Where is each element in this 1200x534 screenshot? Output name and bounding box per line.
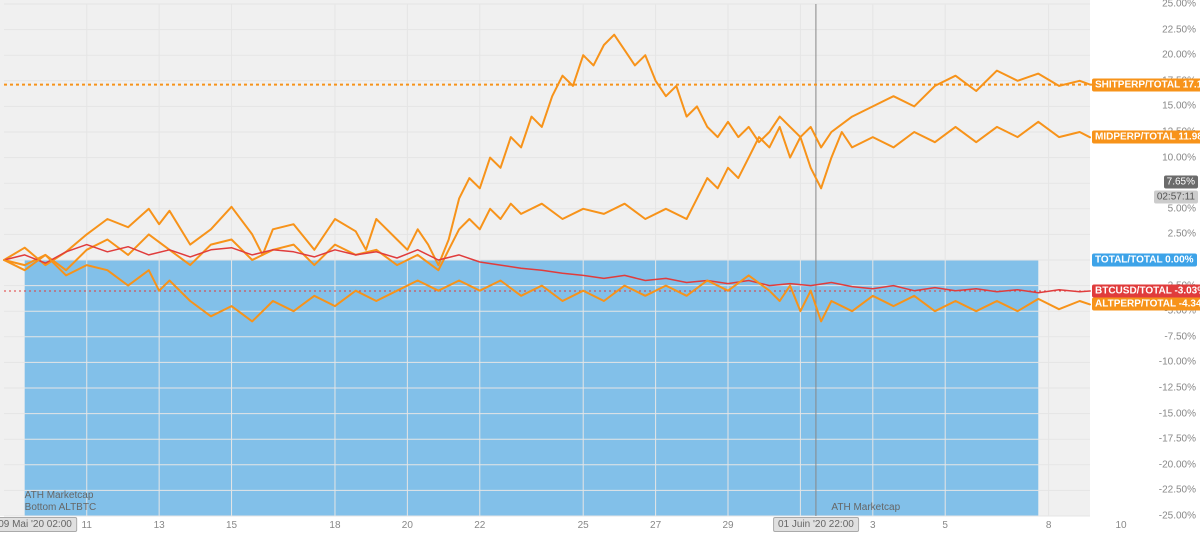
x-tick-label: 27 (650, 520, 661, 531)
y-tick-label: -22.50% (1159, 485, 1196, 496)
text-annotation: ATH Marketcap (25, 490, 94, 502)
y-tick-label: 5.00% (1168, 203, 1196, 214)
y-tick-label: -20.00% (1159, 459, 1196, 470)
x-tick-label: 3 (870, 520, 876, 531)
x-tick-label: 29 (722, 520, 733, 531)
y-tick-label: 22.50% (1162, 24, 1196, 35)
x-tick-label: 22 (474, 520, 485, 531)
x-tick-label: 11 (82, 520, 92, 531)
x-tick-label: 5 (942, 520, 948, 531)
series-label-total-total: TOTAL/TOTAL 0.00% (1092, 254, 1197, 267)
series-label-midperp-total: MIDPERP/TOTAL 11.98% (1092, 131, 1200, 144)
x-axis-time-badge: 09 Mai '20 02:00 (0, 517, 77, 532)
text-annotation: ATH Marketcap (831, 502, 900, 514)
y-tick-label: 10.00% (1162, 152, 1196, 163)
series-label-shitperp-total: SHITPERP/TOTAL 17.13% (1092, 78, 1200, 91)
y-tick-label: 2.50% (1168, 229, 1196, 240)
y-tick-label: -12.50% (1159, 383, 1196, 394)
y-axis-badge: 7.65% (1164, 175, 1198, 188)
x-tick-label: 8 (1046, 520, 1052, 531)
x-tick-label: 10 (1115, 520, 1126, 531)
y-tick-label: -17.50% (1159, 434, 1196, 445)
text-annotation: Bottom ALTBTC (25, 502, 97, 514)
series-line-shitperp-total (4, 35, 1090, 265)
plot-svg (4, 4, 1090, 516)
y-tick-label: -15.00% (1159, 408, 1196, 419)
series-line-midperp-total (4, 122, 1090, 270)
series-label-btcusd-total: BTCUSD/TOTAL -3.03% (1092, 285, 1200, 298)
y-tick-label: 20.00% (1162, 50, 1196, 61)
y-tick-label: 15.00% (1162, 101, 1196, 112)
plot-area[interactable] (4, 4, 1090, 516)
y-tick-label: -25.00% (1159, 511, 1196, 522)
x-tick-label: 20 (402, 520, 413, 531)
y-tick-label: 25.00% (1162, 0, 1196, 10)
y-tick-label: -7.50% (1164, 331, 1196, 342)
x-tick-label: 25 (578, 520, 589, 531)
x-axis-strip (0, 516, 1200, 534)
x-tick-label: 13 (154, 520, 165, 531)
chart-root: -25.00% -22.50% -20.00% -17.50% -15.00% -12.5… (0, 0, 1200, 534)
series-label-altperp-total: ALTPERP/TOTAL -4.34% (1092, 298, 1200, 311)
y-tick-label: -10.00% (1159, 357, 1196, 368)
y-axis-badge: 02:57:11 (1154, 190, 1198, 203)
x-tick-label: 15 (226, 520, 237, 531)
x-tick-label: 18 (329, 520, 340, 531)
x-axis-time-badge: 01 Juin '20 22:00 (773, 517, 859, 532)
